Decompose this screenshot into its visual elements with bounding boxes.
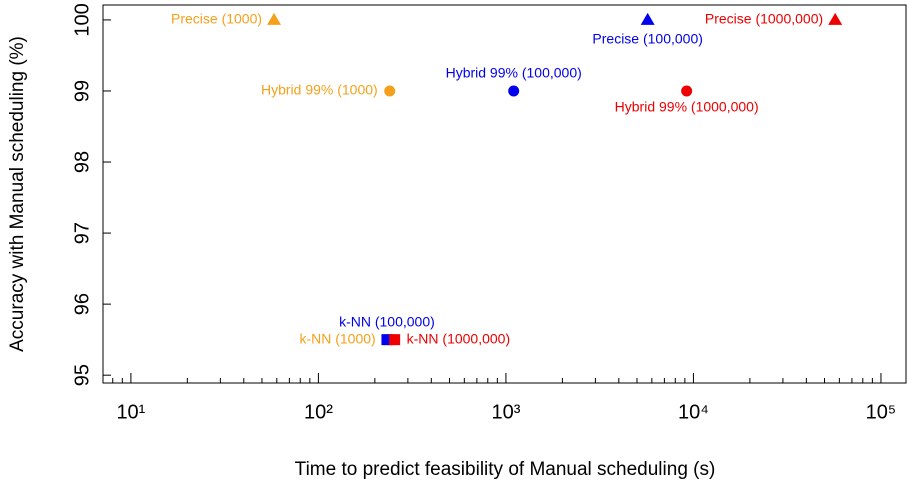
point: [828, 12, 843, 25]
point: [681, 85, 693, 97]
x-tick-label: 10¹: [116, 401, 145, 423]
y-axis-label: Accuracy with Manual scheduling (%): [7, 36, 28, 352]
point-label: Hybrid 99% (1000): [261, 82, 378, 98]
point: [384, 85, 396, 97]
point-label: Precise (1000): [171, 11, 262, 27]
x-tick-label: 10²: [304, 401, 333, 423]
point-label: Precise (1000,000): [705, 11, 823, 27]
point-label: Precise (100,000): [592, 31, 703, 47]
point: [267, 12, 282, 25]
y-tick-label: 100: [71, 3, 93, 36]
point-label: k-NN (1000): [299, 330, 375, 346]
y-tick-label: 99: [71, 80, 93, 102]
point-label: k-NN (100,000): [339, 313, 435, 329]
y-tick-label: 96: [71, 293, 93, 315]
plot-frame: [102, 4, 907, 384]
point: [508, 85, 520, 97]
x-axis-label: Time to predict feasibility of Manual sc…: [295, 459, 716, 480]
point-label: Hybrid 99% (100,000): [446, 65, 582, 81]
point-label: Hybrid 99% (1000,000): [615, 99, 759, 115]
y-tick-label: 98: [71, 151, 93, 173]
x-tick-label: 10⁵: [866, 401, 897, 423]
y-tick-label: 97: [71, 222, 93, 244]
y-tick-label: 95: [71, 364, 93, 386]
point: [381, 334, 393, 346]
point: [389, 334, 401, 346]
point: [640, 12, 655, 25]
x-tick-label: 10⁴: [678, 401, 709, 423]
point-label: k-NN (1000,000): [407, 330, 511, 346]
x-tick-label: 10³: [491, 401, 520, 423]
